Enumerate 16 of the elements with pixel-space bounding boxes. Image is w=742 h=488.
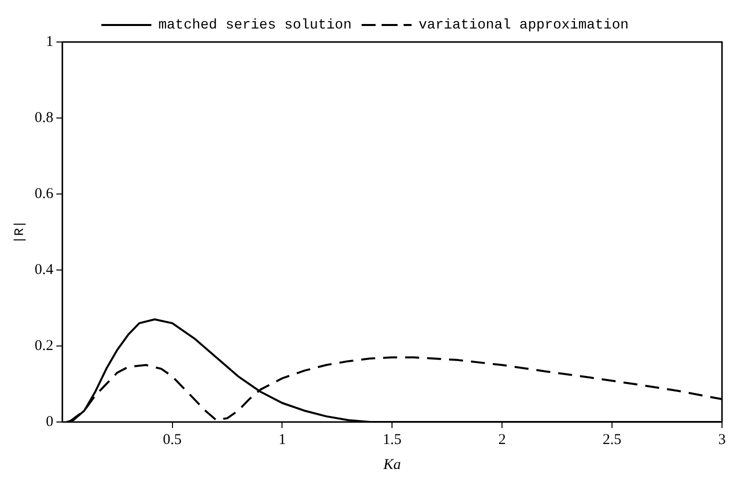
- x-tick-label: 1: [278, 432, 286, 448]
- x-axis-title: Ka: [382, 456, 401, 473]
- y-tick-label: 0.4: [34, 262, 54, 278]
- legend-label: variational approximation: [418, 18, 629, 34]
- x-tick-label: 2: [498, 432, 506, 448]
- x-tick-label: 3: [718, 432, 726, 448]
- x-tick-label: 0.5: [162, 432, 182, 448]
- y-tick-label: 1: [46, 34, 54, 50]
- y-tick-label: 0.6: [34, 186, 54, 202]
- y-axis-title: |R|: [12, 220, 28, 244]
- legend-label: matched series solution: [158, 18, 352, 34]
- y-tick-label: 0.8: [34, 110, 54, 126]
- y-tick-label: 0.2: [34, 338, 54, 354]
- x-tick-label: 2.5: [602, 432, 622, 448]
- y-tick-label: 0: [46, 414, 54, 430]
- x-tick-label: 1.5: [382, 432, 402, 448]
